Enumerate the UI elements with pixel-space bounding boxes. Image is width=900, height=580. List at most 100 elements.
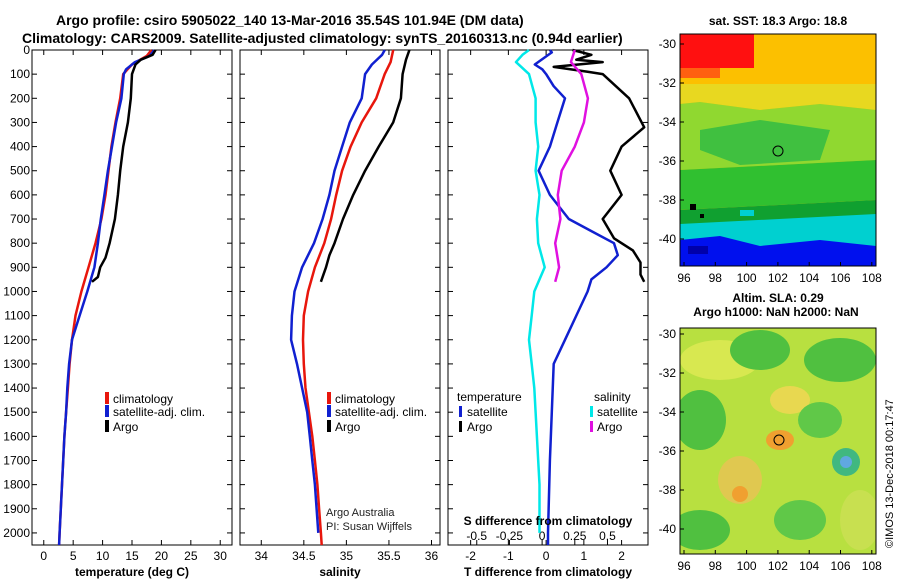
lat-tick-label: -40 [659,232,677,246]
x-tick-label: 30 [214,549,228,563]
lon-tick-label: 108 [862,271,882,285]
depth-tick-label: 1100 [4,309,30,323]
temperature-legend: climatology satellite-adj. clim. Argo [105,392,205,434]
depth-tick-label: 1500 [3,405,30,419]
depth-tick-label: 1800 [3,478,30,492]
x-tick-label: 20 [155,549,169,563]
x-tick-label: 0.25 [563,529,587,543]
legend-t-argo-label: Argo [467,420,493,434]
series-argo [319,49,411,283]
legend-t-satellite-label: satellite [467,405,508,419]
depth-tick-label: 1900 [3,502,30,516]
lat-tick-label: -34 [659,405,677,419]
sst-map [680,34,876,266]
depth-tick-label: 300 [10,115,30,129]
lat-tick-label: -30 [659,327,677,341]
legend-temperature-heading: temperature [457,390,522,404]
salinity-series [289,49,411,546]
series-climatology [301,49,395,546]
legend-s-satellite-label: satellite [597,405,638,419]
lat-tick-label: -34 [659,115,677,129]
lon-tick-label: 98 [709,559,723,573]
legend-argo-swatch [327,420,331,432]
series-argo [91,49,157,283]
argo-location-marker [773,434,785,446]
credit-line-2: PI: Susan Wijffels [326,521,412,533]
x-tick-label: 0 [543,549,550,563]
lon-tick-label: 102 [768,559,788,573]
series-s-satellite [514,48,546,533]
lat-tick-label: -38 [659,483,677,497]
lon-tick-label: 108 [862,559,882,573]
salinity-panel-frame [239,49,441,546]
s-difference-xlabel: S difference from climatology [464,514,633,528]
legend-satellite-swatch [105,405,109,417]
difference-series [514,48,646,545]
x-tick-label: -0.5 [466,529,487,543]
x-tick-label: -0.25 [496,529,524,543]
lon-tick-label: 96 [677,559,691,573]
x-tick-label: 0.5 [599,529,616,543]
x-tick-label: 10 [96,549,110,563]
series-satellite-adj-clim- [57,49,156,546]
lon-tick-label: 104 [799,559,819,573]
depth-tick-label: 900 [10,260,30,274]
lon-tick-label: 98 [709,271,723,285]
x-tick-label: 1 [581,549,588,563]
x-tick-label: 34.5 [292,549,316,563]
lon-tick-label: 104 [799,271,819,285]
lat-tick-label: -36 [659,444,677,458]
watermark: ©IMOS 13-Dec-2018 00:17:47 [884,399,896,548]
sst-lon-ticks: 96 98 100 102 104 106 108 [677,262,882,285]
legend-s-satellite-swatch [590,406,593,417]
title-line-2: Climatology: CARS2009. Satellite-adjuste… [22,30,623,46]
legend-s-argo-label: Argo [597,420,623,434]
legend-satellite-label: satellite-adj. clim. [113,405,205,419]
x-tick-label: 5 [70,549,77,563]
lon-tick-label: 106 [830,559,850,573]
depth-axis: 0 100 200 300 400 500 600 700 800 900 1000 1100 1200… [3,43,648,540]
lon-tick-label: 100 [737,559,757,573]
lat-tick-label: -38 [659,193,677,207]
x-tick-label: 35 [340,549,354,563]
depth-tick-label: 700 [10,212,30,226]
sla-lon-ticks: 96 98 100 102 104 106 108 [677,550,882,573]
series-t-argo [552,48,646,283]
legend-satellite-swatch [327,405,331,417]
series-t-satellite [533,49,620,545]
temperature-xlabel: temperature (deg C) [75,565,189,579]
sla-map [680,328,876,554]
salinity-xlabel: salinity [319,565,361,579]
lon-tick-label: 106 [830,271,850,285]
argo-location-marker [772,145,784,157]
legend-t-satellite-swatch [459,406,462,417]
legend-climatology-swatch [327,392,331,404]
depth-tick-label: 500 [10,164,30,178]
lat-tick-label: -36 [659,154,677,168]
x-tick-label: 25 [184,549,198,563]
sst-lat-ticks: -30 -32 -34 -36 -38 -40 [659,37,684,246]
x-tick-label: 0 [40,549,47,563]
depth-tick-label: 1300 [3,357,30,371]
depth-tick-label: 400 [10,140,30,154]
salinity-legend: climatology satellite-adj. clim. Argo Ar… [326,392,427,533]
sla-map-title-1: Altim. SLA: 0.29 [732,291,824,305]
lon-tick-label: 102 [768,271,788,285]
depth-tick-label: 200 [10,91,30,105]
legend-climatology-swatch [105,392,109,404]
depth-tick-label: 800 [10,236,30,250]
salinity-x-ticks: 34 34.5 35 35.5 36 [255,50,438,563]
legend-s-argo-swatch [590,421,593,432]
temperature-series [57,49,157,546]
s-difference-x-ticks: -0.5 -0.25 0 0.25 0.5 [466,529,616,545]
depth-tick-label: 1400 [3,381,30,395]
x-tick-label: 2 [618,549,625,563]
depth-tick-label: 0 [23,43,30,57]
depth-tick-label: 1700 [3,453,30,467]
depth-tick-label: 100 [10,67,30,81]
temperature-x-ticks: 0 5 10 15 20 25 30 [40,50,227,563]
lat-tick-label: -32 [659,76,677,90]
depth-tick-label: 1200 [3,333,30,347]
lon-tick-label: 100 [737,271,757,285]
sla-lat-ticks: -30 -32 -34 -36 -38 -40 [659,327,684,536]
